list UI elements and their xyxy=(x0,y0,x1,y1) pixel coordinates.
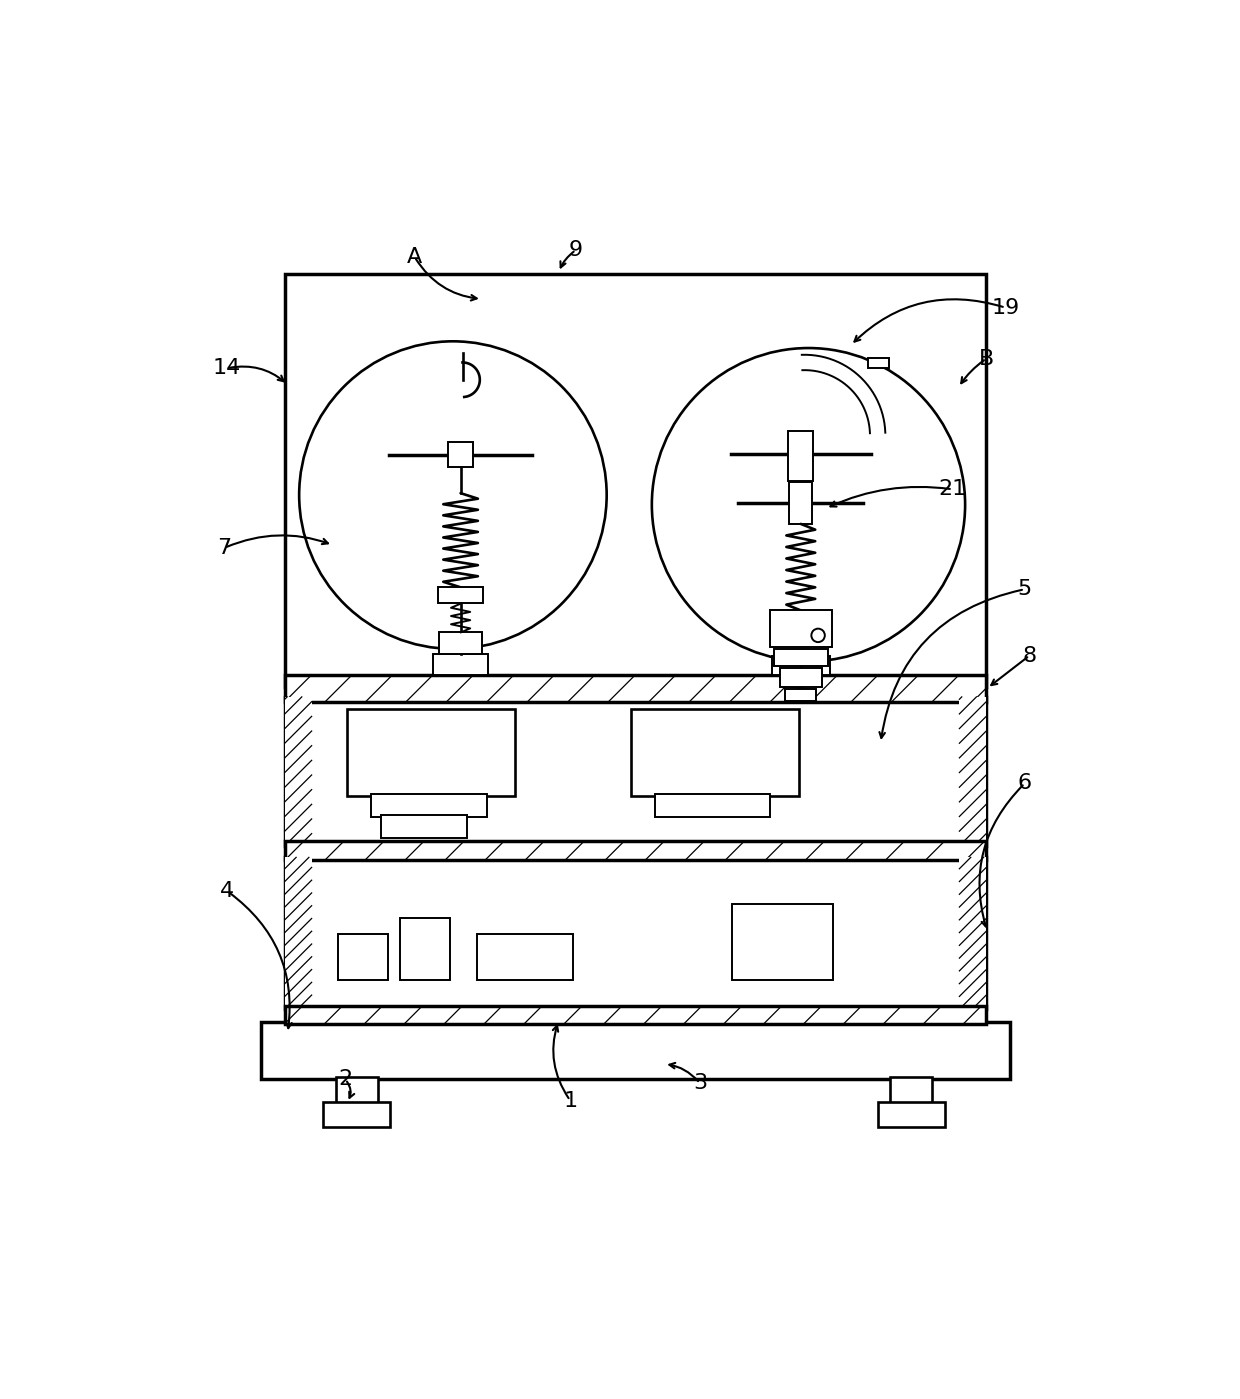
Text: 3: 3 xyxy=(693,1073,707,1093)
Bar xyxy=(401,918,450,981)
Text: 9: 9 xyxy=(569,241,583,260)
Text: 6: 6 xyxy=(1018,774,1032,793)
Text: 14: 14 xyxy=(213,358,242,378)
Bar xyxy=(381,816,467,838)
Bar xyxy=(960,858,986,1009)
Text: 5: 5 xyxy=(1018,579,1032,599)
Bar xyxy=(789,481,812,523)
Bar xyxy=(324,1102,391,1128)
Bar xyxy=(960,697,986,846)
Bar xyxy=(890,1077,932,1104)
Bar xyxy=(260,1021,1011,1080)
Bar xyxy=(631,709,799,796)
Bar xyxy=(732,904,832,981)
Bar xyxy=(878,1102,945,1128)
Bar xyxy=(285,697,311,846)
Text: 1: 1 xyxy=(563,1090,577,1111)
Bar xyxy=(336,1077,378,1104)
Text: 7: 7 xyxy=(217,539,231,558)
Bar xyxy=(285,858,311,1009)
Text: 4: 4 xyxy=(219,881,234,901)
Bar xyxy=(780,669,822,687)
Bar xyxy=(770,610,832,646)
Text: 19: 19 xyxy=(991,298,1019,318)
Bar xyxy=(868,358,889,368)
Bar xyxy=(285,1006,986,1024)
Text: B: B xyxy=(978,348,994,368)
Bar xyxy=(439,632,481,653)
Bar xyxy=(477,935,573,981)
Circle shape xyxy=(299,341,606,649)
Bar xyxy=(285,858,986,1009)
Bar xyxy=(785,690,816,701)
Bar xyxy=(448,442,474,467)
Circle shape xyxy=(652,348,965,662)
Bar xyxy=(285,697,311,846)
Text: 8: 8 xyxy=(1023,645,1037,666)
Text: 2: 2 xyxy=(339,1069,352,1090)
Bar xyxy=(347,709,516,796)
Bar xyxy=(439,588,482,603)
Text: 21: 21 xyxy=(939,480,967,499)
Bar xyxy=(285,674,986,702)
Bar xyxy=(789,431,813,481)
Bar xyxy=(655,795,770,817)
Bar xyxy=(774,649,828,666)
Bar xyxy=(285,697,986,846)
Bar xyxy=(285,841,986,860)
Circle shape xyxy=(811,628,825,642)
Bar xyxy=(285,274,986,687)
Bar xyxy=(337,935,388,981)
Bar xyxy=(371,795,486,817)
Bar xyxy=(433,653,489,674)
Text: A: A xyxy=(407,246,422,267)
Bar xyxy=(773,656,830,674)
